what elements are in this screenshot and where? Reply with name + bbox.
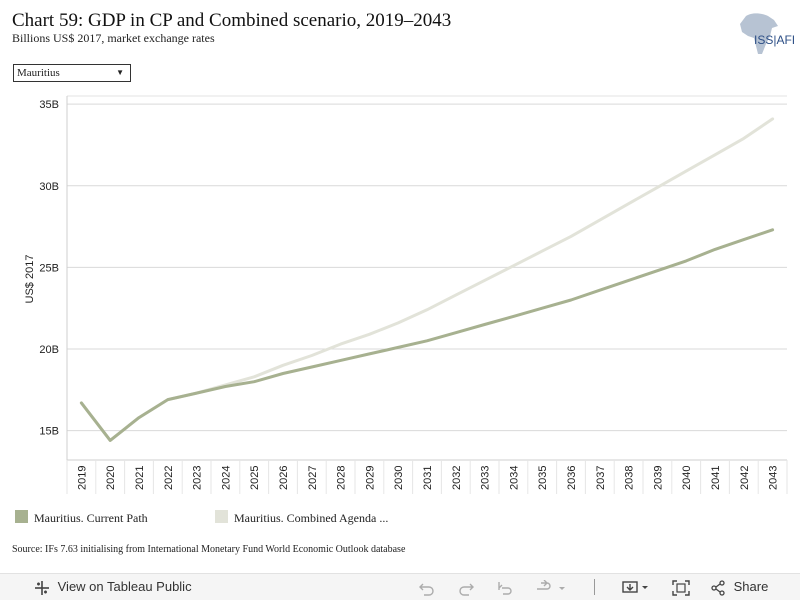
line-chart: 15B 20B 25B 30B 35B 2019 2020 2021 2022 2023 2024…: [24, 95, 788, 494]
revert-icon: [496, 579, 514, 595]
source-note: Source: IFs 7.63 initialising from Inter…: [12, 544, 406, 555]
x-tick-label: 2038: [624, 466, 636, 490]
x-tick-label: 2022: [163, 466, 175, 490]
x-tick-label: 2023: [192, 466, 204, 490]
x-tick-label: 2043: [768, 466, 780, 490]
y-tick-label: 35B: [39, 99, 59, 111]
x-tick-label: 2035: [537, 466, 549, 490]
gridlines: [67, 95, 787, 432]
country-filter-dropdown[interactable]: Mauritius ▼: [13, 64, 131, 82]
redo-button[interactable]: [457, 574, 475, 600]
x-tick-label: 2033: [480, 466, 492, 490]
x-tick-label: 2032: [451, 466, 463, 490]
undo-button[interactable]: [418, 574, 436, 600]
x-tick-label: 2034: [508, 466, 520, 490]
y-tick-label: 20B: [39, 344, 59, 356]
series-lines: [79, 117, 775, 442]
toolbar-divider: [594, 579, 595, 595]
y-axis-label: US$ 2017: [24, 255, 36, 304]
logo-text: ISS|AFI: [754, 33, 795, 47]
series-line-current-path: [79, 228, 775, 442]
legend-item-current-path[interactable]: Mauritius. Current Path: [15, 510, 148, 526]
share-icon: [710, 579, 726, 596]
y-tick-label: 15B: [39, 426, 59, 438]
y-tick-label: 30B: [39, 181, 59, 193]
x-tick-label: 2042: [739, 466, 751, 490]
legend-item-combined-agenda[interactable]: Mauritius. Combined Agenda ...: [215, 510, 388, 526]
share-button[interactable]: Share: [710, 574, 768, 600]
x-tick-label: 2039: [652, 466, 664, 490]
legend-swatch-combined-agenda: [215, 510, 228, 523]
legend-swatch-current-path: [15, 510, 28, 523]
chart-subtitle: Billions US$ 2017, market exchange rates: [12, 31, 215, 45]
y-tick-label: 25B: [39, 262, 59, 274]
x-tick-label: 2021: [134, 466, 146, 490]
x-tick-label: 2024: [220, 466, 232, 490]
x-tick-label: 2020: [105, 466, 117, 490]
view-on-tableau-label: View on Tableau Public: [57, 579, 192, 594]
legend-label-current-path: Mauritius. Current Path: [34, 511, 148, 525]
redo-icon: [457, 579, 475, 596]
x-tick-label: 2025: [249, 466, 261, 490]
tableau-logo-icon: [34, 579, 54, 595]
dropdown-arrow-icon: ▼: [116, 68, 124, 77]
x-tick-label: 2029: [364, 466, 376, 490]
axes: [66, 96, 788, 494]
x-tick-label: 2026: [278, 466, 290, 490]
x-tick-label: 2031: [422, 466, 434, 490]
x-tick-label: 2036: [566, 466, 578, 490]
download-icon: [622, 579, 652, 594]
x-tick-label: 2041: [710, 466, 722, 490]
country-filter-value: Mauritius: [17, 67, 60, 79]
series-line-combined-agenda: [79, 117, 775, 442]
x-tick-label: 2040: [681, 466, 693, 490]
fullscreen-icon: [672, 579, 690, 596]
fullscreen-button[interactable]: [672, 574, 690, 600]
refresh-button[interactable]: [535, 574, 565, 600]
tableau-toolbar: View on Tableau Public Share: [0, 573, 800, 600]
x-tick-labels: 2019 2020 2021 2022 2023 2024 2025 2026 2027 2028…: [76, 466, 779, 490]
undo-icon: [418, 579, 436, 596]
x-tick-label: 2019: [76, 466, 88, 490]
iss-africa-logo: ISS|AFI: [734, 10, 800, 58]
x-tick-label: 2030: [393, 466, 405, 490]
download-button[interactable]: [622, 574, 652, 600]
chart-title: Chart 59: GDP in CP and Combined scenari…: [12, 10, 452, 31]
refresh-icon: [535, 579, 565, 594]
legend-label-combined-agenda: Mauritius. Combined Agenda ...: [234, 511, 389, 525]
revert-button[interactable]: [496, 574, 514, 600]
x-tick-label: 2037: [595, 466, 607, 490]
x-tick-label: 2028: [336, 466, 348, 490]
y-tick-labels: 15B 20B 25B 30B 35B: [39, 99, 59, 437]
x-tick-label: 2027: [307, 466, 319, 490]
share-label: Share: [733, 579, 769, 594]
view-on-tableau-button[interactable]: View on Tableau Public: [34, 574, 192, 600]
